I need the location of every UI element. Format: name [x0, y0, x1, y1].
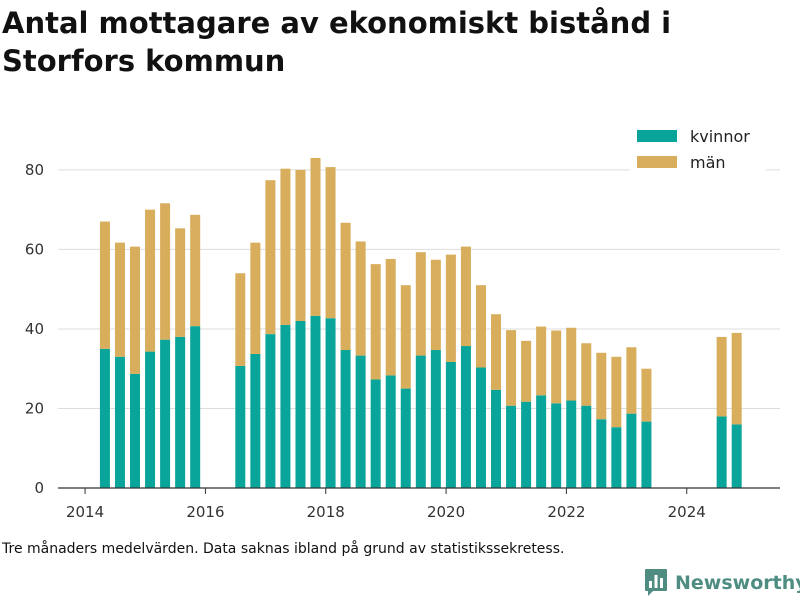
x-tick-label: 2024: [668, 503, 706, 521]
bar-man: [581, 343, 592, 406]
bar-man: [99, 221, 110, 349]
bar-kvinnor: [325, 318, 336, 488]
bar-man: [596, 352, 607, 420]
bar-kvinnor: [400, 388, 411, 488]
bar-man: [626, 347, 637, 414]
bar-man: [280, 168, 291, 325]
bar-kvinnor: [460, 346, 471, 488]
bar-man: [385, 258, 396, 376]
y-tick-label: 80: [25, 161, 44, 179]
bar-kvinnor: [716, 416, 727, 488]
bar-kvinnor: [551, 403, 562, 488]
x-tick-label: 2018: [307, 503, 345, 521]
bar-man: [445, 254, 456, 362]
legend: kvinnor män: [630, 124, 766, 172]
bar-man: [295, 169, 306, 321]
bar-man: [491, 314, 502, 390]
bar-kvinnor: [145, 351, 156, 488]
y-tick-label: 20: [25, 399, 44, 417]
bar-man: [566, 327, 577, 401]
bar-kvinnor: [310, 315, 321, 488]
bar-man: [190, 214, 201, 327]
bar-kvinnor: [114, 356, 125, 488]
bar-kvinnor: [250, 353, 261, 488]
bar-man: [731, 332, 742, 425]
bar-man: [551, 330, 562, 404]
bar-man: [400, 285, 411, 389]
bar-kvinnor: [596, 419, 607, 488]
x-tick-label: 2022: [547, 503, 585, 521]
bars: [99, 157, 742, 488]
bar-kvinnor: [430, 350, 441, 488]
bar-kvinnor: [566, 400, 577, 488]
brand-name: Newsworthy: [675, 572, 800, 594]
bar-man: [160, 203, 171, 340]
bar-man: [114, 242, 125, 357]
bar-kvinnor: [295, 320, 306, 488]
bar-man: [130, 246, 141, 374]
bar-man: [430, 259, 441, 351]
bar-kvinnor: [611, 427, 622, 488]
bar-man: [355, 241, 366, 356]
legend-label-man: män: [690, 153, 726, 172]
bar-man: [415, 252, 426, 356]
axes: 0 20 40 60 80 2014 2016 2018 2020 2022 2024: [25, 161, 780, 521]
bar-man: [340, 222, 351, 351]
bar-man: [536, 326, 547, 396]
bar-man: [460, 246, 471, 347]
bar-kvinnor: [280, 324, 291, 488]
bar-kvinnor: [175, 336, 186, 488]
bar-kvinnor: [160, 339, 171, 488]
bar-man: [265, 180, 276, 335]
bar-man: [521, 340, 532, 402]
bar-man: [641, 368, 652, 422]
bar-man: [475, 285, 486, 368]
legend-swatch-man: [637, 156, 677, 168]
bar-kvinnor: [99, 348, 110, 488]
bar-man: [250, 242, 261, 354]
bar-kvinnor: [475, 367, 486, 488]
bar-kvinnor: [235, 365, 246, 488]
chart-title: Antal mottagare av ekonomiskt bistånd i …: [2, 6, 672, 78]
bar-kvinnor: [130, 373, 141, 488]
bar-man: [370, 264, 381, 380]
y-tick-label: 40: [25, 320, 44, 338]
legend-swatch-kvinnor: [637, 130, 677, 142]
bar-kvinnor: [626, 413, 637, 488]
bar-kvinnor: [265, 334, 276, 488]
bar-kvinnor: [370, 379, 381, 488]
bar-kvinnor: [491, 389, 502, 488]
bar-man: [310, 157, 321, 316]
bar-man: [175, 228, 186, 337]
bar-kvinnor: [536, 395, 547, 488]
bar-kvinnor: [641, 421, 652, 488]
y-tick-label: 60: [25, 240, 44, 258]
bar-kvinnor: [581, 405, 592, 488]
bar-man: [235, 273, 246, 366]
bar-man: [506, 330, 517, 406]
bar-kvinnor: [190, 326, 201, 488]
bar-kvinnor: [355, 355, 366, 488]
bar-kvinnor: [506, 405, 517, 488]
bar-man: [325, 167, 336, 319]
legend-label-kvinnor: kvinnor: [690, 127, 750, 146]
bar-kvinnor: [521, 401, 532, 488]
bar-man: [611, 356, 622, 428]
bar-man: [716, 336, 727, 417]
x-tick-label: 2014: [66, 503, 104, 521]
bar-kvinnor: [731, 424, 742, 488]
brand-logo: Newsworthy: [644, 568, 800, 598]
bar-kvinnor: [415, 355, 426, 488]
chart-footnote: Tre månaders medelvärden. Data saknas ib…: [2, 541, 565, 557]
bar-chart-logo-icon: [645, 569, 667, 596]
bar-kvinnor: [385, 375, 396, 488]
x-tick-label: 2016: [186, 503, 224, 521]
bar-kvinnor: [445, 361, 456, 488]
x-tick-label: 2020: [427, 503, 465, 521]
y-tick-label: 0: [34, 479, 44, 497]
bar-kvinnor: [340, 350, 351, 488]
bar-man: [145, 209, 156, 352]
